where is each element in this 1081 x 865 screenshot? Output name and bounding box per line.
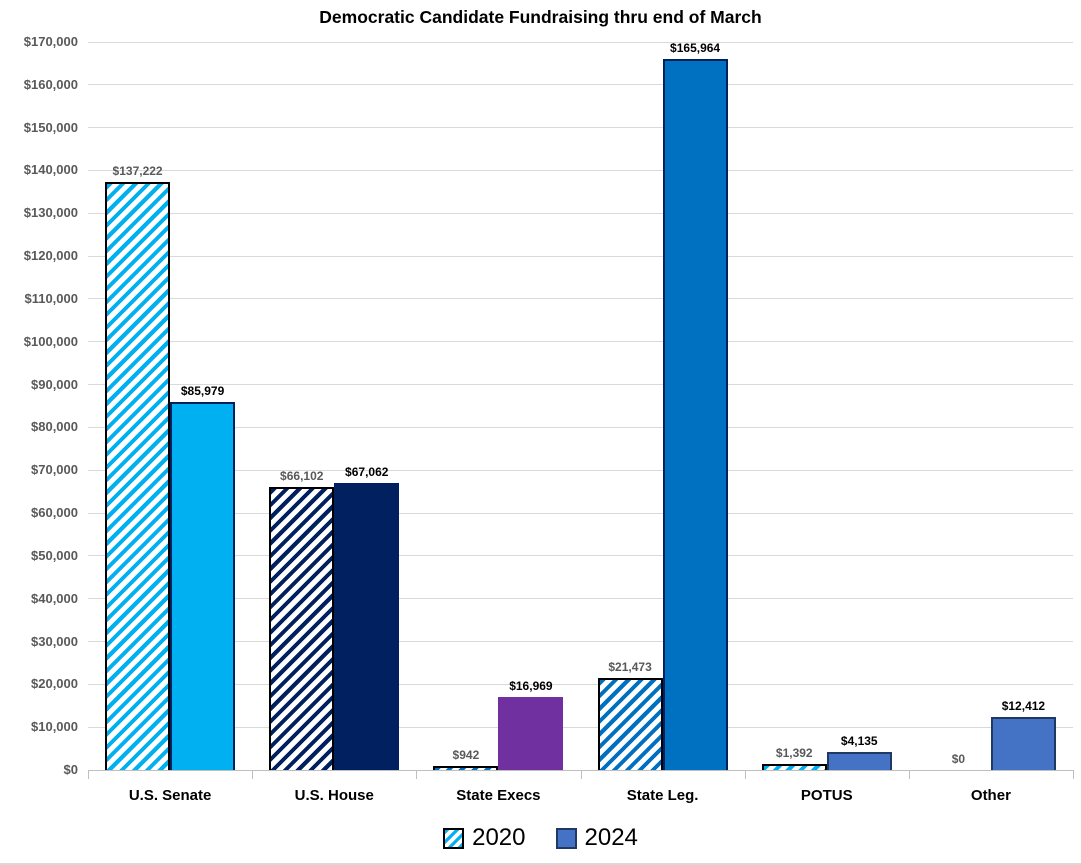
y-axis-tick-label: $100,000: [23, 333, 78, 349]
value-label-2020-u-s-senate: $137,222: [112, 164, 163, 179]
bar-2024-other: [990, 716, 1056, 770]
value-label-2024-u-s-senate: $85,979: [180, 383, 225, 398]
legend-label-2024: 2024: [584, 824, 638, 851]
bar-2024-u-s-senate: [170, 401, 236, 770]
y-axis-tick-label: $120,000: [23, 248, 78, 264]
gridline: [88, 84, 1073, 86]
x-axis-tick: [580, 771, 582, 779]
gridline: [88, 212, 1073, 214]
legend-label-2020: 2020: [472, 824, 526, 851]
y-axis-tick-label: $10,000: [31, 719, 78, 735]
gridline: [88, 41, 1073, 43]
bar-2024-potus: [826, 752, 892, 770]
legend-item-2024: 2024: [555, 824, 638, 851]
x-axis-tick: [908, 771, 910, 779]
gridline: [88, 726, 1073, 728]
y-axis-tick-label: $20,000: [31, 676, 78, 692]
x-axis-tick: [1073, 771, 1074, 779]
bar-2020-state-leg: [597, 678, 663, 770]
category-label-state-execs: State Execs: [456, 787, 541, 804]
bar-2020-state-execs: [433, 765, 499, 770]
bar-2020-u-s-house: [269, 486, 335, 770]
category-label-state-leg: State Leg.: [626, 787, 699, 804]
y-axis-tick-label: $130,000: [23, 205, 78, 221]
y-axis-tick-label: $90,000: [31, 376, 78, 392]
bar-2020-potus: [761, 764, 827, 770]
gridline: [88, 683, 1073, 685]
gridline: [88, 169, 1073, 171]
y-axis-tick-label: $140,000: [23, 162, 78, 178]
gridline: [88, 255, 1073, 257]
category-label-u-s-house: U.S. House: [294, 787, 374, 804]
y-axis-tick-label: $30,000: [31, 633, 78, 649]
value-label-2024-u-s-house: $67,062: [345, 464, 389, 479]
bar-2024-state-execs: [498, 697, 564, 770]
category-label-u-s-senate: U.S. Senate: [128, 787, 212, 804]
y-axis-tick-label: $110,000: [24, 290, 78, 306]
x-axis-tick: [88, 771, 89, 779]
y-axis-tick-label: $170,000: [23, 34, 78, 49]
y-axis-tick-label: $160,000: [23, 76, 78, 92]
value-label-2024-potus: $4,135: [840, 734, 878, 749]
y-axis-tick-label: $70,000: [31, 462, 78, 478]
value-label-2020-other: $0: [951, 752, 966, 766]
bar-2024-u-s-house: [334, 482, 400, 770]
gridline: [88, 341, 1073, 343]
y-axis-tick-label: $150,000: [23, 119, 78, 135]
value-label-2024-other: $12,412: [1001, 698, 1046, 713]
y-axis-tick-label: $0: [63, 762, 78, 777]
value-label-2020-u-s-house: $66,102: [280, 468, 324, 483]
gridline: [88, 555, 1073, 557]
bar-2020-u-s-senate: [105, 182, 171, 770]
y-axis-tick-label: $60,000: [31, 505, 78, 521]
value-label-2024-state-leg: $165,964: [670, 41, 721, 56]
gridline: [88, 598, 1073, 600]
legend-swatch-2024: [555, 827, 577, 849]
gridline: [88, 384, 1073, 386]
y-axis-tick-label: $50,000: [31, 547, 78, 563]
legend-swatch-2020: [443, 827, 465, 849]
legend: 2020 2024: [0, 821, 1081, 855]
gridline: [88, 298, 1073, 300]
gridline: [88, 641, 1073, 643]
y-axis-tick-label: $40,000: [31, 590, 78, 606]
gridline: [88, 127, 1073, 129]
chart-title: Democratic Candidate Fundraising thru en…: [319, 7, 762, 27]
x-axis-tick: [744, 771, 746, 779]
x-axis-tick: [252, 771, 254, 779]
category-label-other: Other: [970, 787, 1011, 804]
value-label-2020-state-leg: $21,473: [608, 660, 652, 675]
category-label-potus: POTUS: [800, 787, 853, 804]
x-axis-tick: [416, 771, 418, 779]
value-label-2020-potus: $1,392: [775, 746, 813, 761]
gridline: [88, 426, 1073, 428]
x-axis-line: [88, 770, 1074, 771]
bar-2024-state-leg: [662, 59, 728, 770]
gridline: [88, 469, 1073, 471]
y-axis-tick-label: $80,000: [31, 419, 78, 435]
legend-item-2020: 2020: [443, 824, 526, 851]
value-label-2024-state-execs: $16,969: [509, 679, 553, 694]
gridline: [88, 512, 1073, 514]
value-label-2020-state-execs: $942: [452, 747, 480, 762]
